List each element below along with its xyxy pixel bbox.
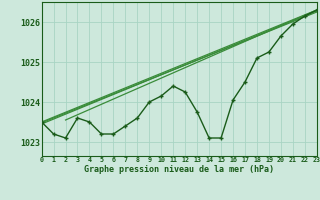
- X-axis label: Graphe pression niveau de la mer (hPa): Graphe pression niveau de la mer (hPa): [84, 165, 274, 174]
